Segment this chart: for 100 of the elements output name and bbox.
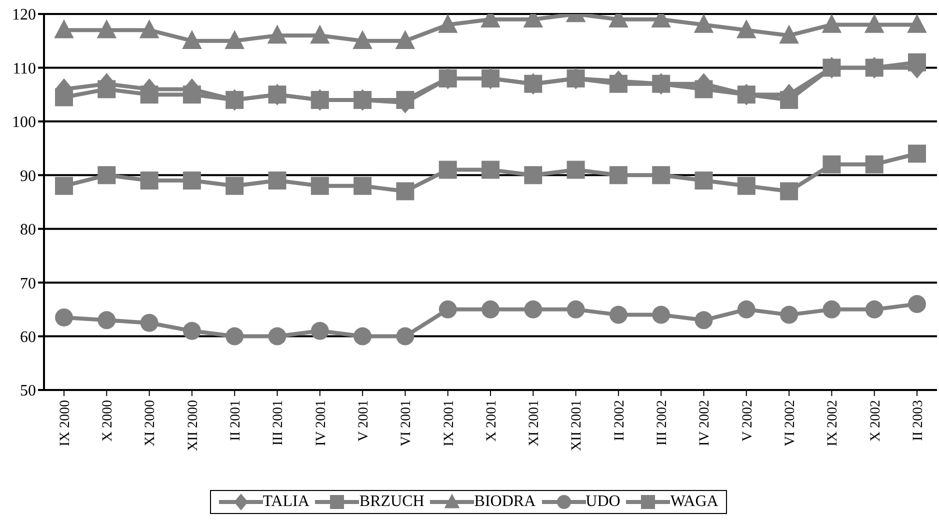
legend-label: BRZUCH (359, 493, 424, 511)
point (438, 300, 457, 318)
x-tick-label: V 2001 (356, 400, 372, 442)
point (524, 166, 542, 184)
point (609, 74, 628, 93)
point (737, 176, 756, 195)
point (652, 166, 670, 184)
point (694, 311, 713, 330)
x-tick-label: II 2003 (910, 400, 926, 441)
point (55, 176, 73, 195)
point (609, 306, 628, 324)
legend-label: TALIA (262, 493, 310, 511)
point (780, 182, 798, 200)
point (267, 24, 288, 44)
point (865, 300, 884, 318)
point (865, 155, 884, 174)
point (779, 24, 799, 44)
point (438, 69, 457, 88)
point (268, 172, 286, 190)
point (908, 144, 926, 163)
point (907, 14, 927, 33)
point (354, 176, 372, 195)
point (98, 166, 116, 184)
point (822, 14, 842, 33)
point (482, 160, 500, 179)
point (354, 327, 372, 346)
x-tick-label: XII 2000 (186, 400, 201, 451)
point (737, 300, 756, 318)
point (908, 53, 926, 72)
point (822, 58, 841, 77)
point (780, 90, 798, 109)
y-tick-label: 120 (12, 6, 36, 24)
x-tick-label: X 2002 (868, 400, 884, 442)
point (182, 86, 201, 104)
point (139, 19, 160, 38)
x-tick-label: XI 2001 (527, 400, 542, 446)
point (226, 327, 244, 346)
point (822, 155, 841, 174)
point (98, 311, 116, 330)
legend-label: UDO (586, 493, 620, 511)
x-tick-label: XI 2000 (143, 400, 158, 446)
point (310, 176, 329, 195)
x-tick-label: VI 2001 (399, 400, 414, 446)
x-tick-label: IX 2001 (442, 400, 457, 446)
point (780, 306, 798, 324)
point (310, 90, 329, 109)
point (865, 58, 884, 77)
point (352, 30, 372, 49)
point (438, 14, 458, 33)
point (55, 88, 73, 106)
y-tick-label: 50 (20, 382, 36, 400)
x-tick-label: V 2002 (740, 400, 756, 442)
point (226, 176, 244, 195)
legend-label: WAGA (670, 493, 718, 511)
point (694, 14, 714, 33)
point (310, 24, 330, 44)
point (224, 30, 244, 49)
x-tick-label: III 2001 (271, 400, 286, 446)
point (524, 300, 542, 318)
point (182, 30, 202, 49)
x-tick-label: IV 2002 (698, 400, 713, 446)
point (54, 19, 74, 38)
point (652, 306, 670, 324)
point (438, 160, 457, 179)
point (566, 160, 585, 179)
point (395, 30, 416, 49)
x-tick-label: II 2002 (612, 400, 628, 441)
point (482, 69, 500, 88)
y-tick-label: 70 (20, 275, 36, 292)
legend-label: BIODRA (474, 493, 536, 511)
point (864, 14, 884, 33)
y-tick-label: 80 (20, 222, 36, 239)
point (396, 182, 414, 200)
point (140, 172, 158, 190)
x-tick-label: X 2001 (484, 400, 500, 442)
point (55, 308, 73, 326)
point (908, 295, 926, 314)
point (694, 172, 713, 190)
point (694, 80, 713, 98)
point (822, 300, 841, 318)
y-tick-label: 90 (20, 168, 36, 185)
x-tick-label: IX 2002 (826, 400, 841, 446)
point (310, 322, 329, 340)
point (140, 86, 158, 104)
point (736, 19, 756, 38)
x-tick-label: IV 2001 (314, 400, 329, 446)
point (652, 74, 670, 93)
point (482, 300, 500, 318)
x-tick-label: IX 2000 (58, 400, 73, 446)
x-tick-label: II 2001 (228, 400, 244, 441)
y-tick-label: 110 (12, 60, 36, 78)
point (354, 90, 372, 109)
point (396, 90, 414, 109)
x-tick-label: VI 2002 (782, 400, 798, 446)
y-tick-label: 100 (12, 114, 36, 132)
point (396, 327, 414, 346)
point (566, 300, 585, 318)
point (182, 322, 201, 340)
x-tick-label: III 2002 (655, 400, 670, 446)
point (737, 86, 756, 104)
